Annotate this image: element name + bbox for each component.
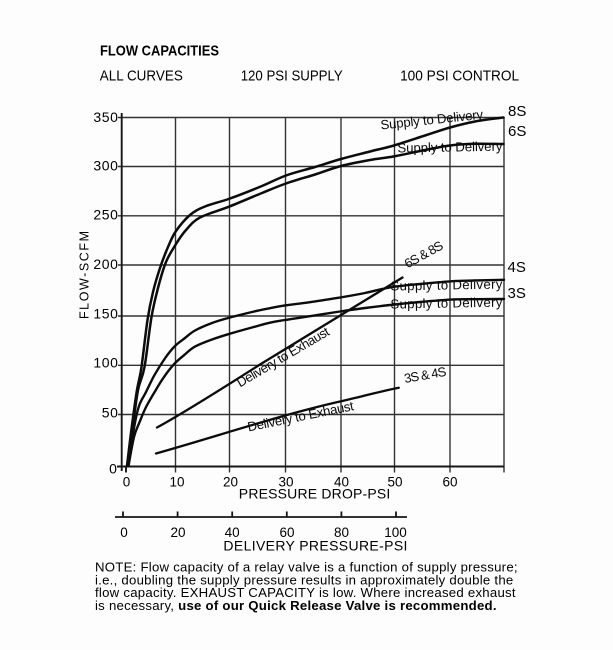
svg-text:100: 100	[93, 355, 118, 371]
svg-text:Supply to Delivery: Supply to Delivery	[397, 139, 503, 156]
svg-text:6S: 6S	[508, 123, 526, 140]
svg-text:60: 60	[442, 475, 457, 490]
svg-text:Supply to Delivery: Supply to Delivery	[390, 277, 503, 294]
svg-text:200: 200	[93, 256, 118, 272]
svg-text:DELIVERY PRESSURE-PSI: DELIVERY PRESSURE-PSI	[223, 538, 407, 554]
svg-text:3S: 3S	[508, 285, 526, 302]
svg-text:0: 0	[120, 525, 128, 540]
svg-text:150: 150	[93, 306, 118, 322]
svg-text:20: 20	[223, 475, 238, 490]
svg-text:120 PSI SUPPLY: 120 PSI SUPPLY	[241, 67, 343, 84]
svg-text:i.e., doubling the supply pres: i.e., doubling the supply pressure resul…	[95, 572, 514, 587]
svg-text:350: 350	[93, 109, 118, 125]
svg-text:0: 0	[109, 461, 117, 477]
svg-text:FLOW-SCFM: FLOW-SCFM	[78, 231, 92, 319]
svg-text:10: 10	[169, 475, 184, 490]
svg-text:Supply to Delivery: Supply to Delivery	[390, 295, 503, 312]
svg-text:80: 80	[334, 525, 349, 540]
svg-text:NOTE: Flow capacity of a relay: NOTE: Flow capacity of a relay valve is …	[95, 560, 518, 575]
svg-text:30: 30	[278, 475, 293, 490]
svg-text:50: 50	[387, 475, 402, 490]
svg-text:is necessary, use of our Quick: is necessary, use of our Quick Release V…	[95, 598, 497, 613]
svg-text:40: 40	[334, 475, 349, 490]
svg-text:250: 250	[93, 206, 118, 222]
svg-text:ALL CURVES: ALL CURVES	[100, 67, 183, 84]
svg-text:100: 100	[384, 525, 407, 540]
svg-text:60: 60	[279, 525, 294, 540]
svg-text:50: 50	[102, 404, 119, 420]
svg-text:0: 0	[123, 475, 131, 490]
svg-text:300: 300	[93, 158, 118, 174]
svg-text:8S: 8S	[508, 103, 526, 120]
svg-text:flow capacity. EXHAUST CAPACIT: flow capacity. EXHAUST CAPACITY is low. …	[95, 585, 516, 600]
svg-text:3S & 4S: 3S & 4S	[403, 364, 448, 386]
svg-text:20: 20	[170, 525, 185, 540]
svg-text:40: 40	[225, 525, 240, 540]
svg-text:FLOW CAPACITIES: FLOW CAPACITIES	[100, 42, 219, 59]
svg-text:PRESSURE DROP-PSI: PRESSURE DROP-PSI	[239, 486, 390, 502]
svg-text:4S: 4S	[508, 259, 526, 276]
svg-text:100 PSI CONTROL: 100 PSI CONTROL	[400, 67, 519, 84]
